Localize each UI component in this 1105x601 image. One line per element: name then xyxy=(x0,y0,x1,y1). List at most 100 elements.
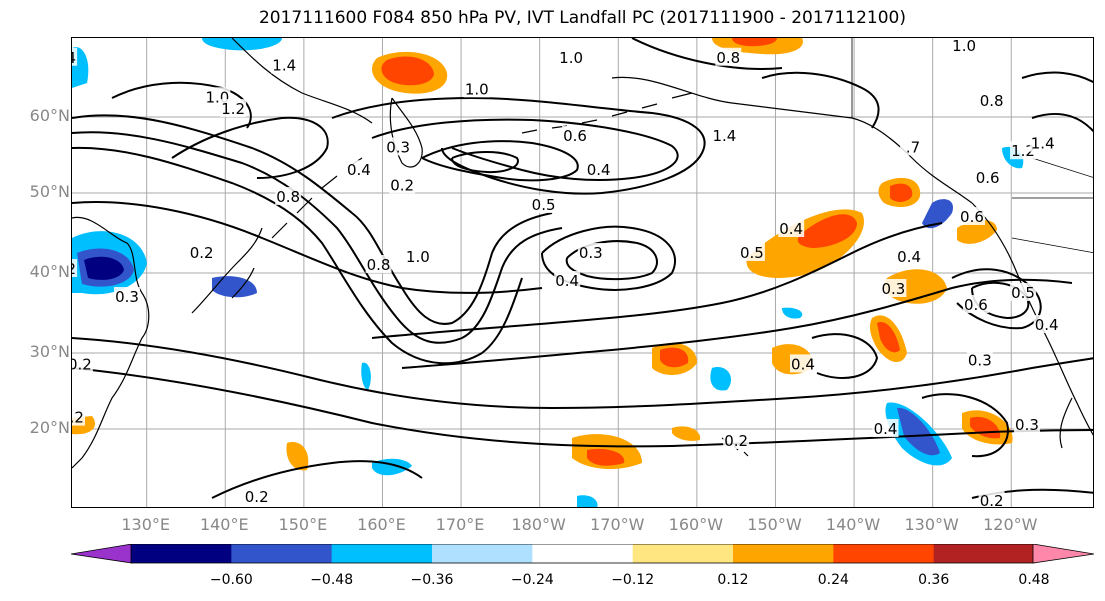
contour-label: 1.4 xyxy=(272,57,296,75)
pv-contour xyxy=(1021,71,1093,84)
contour-label: 0.3 xyxy=(881,280,905,298)
pv-contour xyxy=(72,146,523,365)
contour-label-background xyxy=(463,79,490,98)
japan-coastline xyxy=(191,227,263,314)
contour-label: 0.2 xyxy=(190,244,214,262)
longitude-tick-label: 180°W xyxy=(511,515,566,534)
kuril-islands xyxy=(271,157,363,239)
contour-label-background xyxy=(243,487,270,505)
contour-label-background xyxy=(72,259,78,277)
contour-label-background xyxy=(962,295,989,313)
contour-label-background xyxy=(738,243,765,261)
contour-label-background xyxy=(72,47,78,66)
contour-label-background xyxy=(585,160,612,179)
contour-label: 1.0 xyxy=(465,80,489,98)
contour-label-background xyxy=(1010,141,1037,160)
contour-label-background xyxy=(1033,315,1060,333)
contour-label: 0.2 xyxy=(980,492,1004,508)
latitude-tick-label: 30°N xyxy=(29,342,70,361)
positive-anomaly-blob xyxy=(587,448,625,466)
colorbar-max-extension xyxy=(1032,543,1095,564)
contour-label-background xyxy=(558,47,585,66)
contour-label-background xyxy=(966,350,993,369)
longitude-tick-label: 120°W xyxy=(983,515,1038,534)
colorbar-tick-label: 0.36 xyxy=(918,572,950,588)
colorbar-segment xyxy=(632,544,734,563)
contour-label: 0.2 xyxy=(72,409,84,427)
positive-anomaly-blob xyxy=(732,38,777,47)
negative-anomaly-blob xyxy=(577,495,598,507)
latitude-tick-label: 40°N xyxy=(29,262,70,281)
contour-label: 0.8 xyxy=(276,188,300,206)
colorbar-segment xyxy=(131,544,232,563)
contour-label: 0.4 xyxy=(347,161,371,179)
longitude-tick-label: 130°E xyxy=(121,515,170,534)
colorbar-tick-label: −0.36 xyxy=(410,572,454,588)
contour-label-background xyxy=(404,247,431,265)
colorbar-segment xyxy=(532,544,634,563)
colorbar xyxy=(70,543,1095,568)
contour-label-background xyxy=(711,126,738,144)
colorbar-min-extension xyxy=(70,543,133,564)
contour-label: 0.3 xyxy=(386,138,410,156)
longitude-tick-label: 130°W xyxy=(904,515,959,534)
colorbar-tick-label: −0.12 xyxy=(611,572,655,588)
contour-label-background xyxy=(778,219,805,237)
contour-label: 1.0 xyxy=(952,38,976,55)
longitude-tick-label: 150°E xyxy=(278,515,328,534)
pv-contour xyxy=(451,151,519,174)
negative-anomaly-blob xyxy=(922,199,953,229)
contour-label-background xyxy=(385,137,412,156)
contour-label: 0.4 xyxy=(791,355,815,373)
contour-label-background xyxy=(723,431,750,449)
longitude-tick-label: 170°E xyxy=(435,515,485,534)
longitude-tick-label: 150°W xyxy=(747,515,802,534)
contour-label-background xyxy=(389,175,416,194)
pv-contour xyxy=(331,96,706,195)
contour-label: 0.2 xyxy=(390,176,414,194)
positive-anomaly-blob xyxy=(890,183,913,202)
contour-label-background xyxy=(220,99,247,118)
colorbar-tick-label: −0.24 xyxy=(510,572,554,588)
pv-contour xyxy=(371,118,679,182)
colorbar-tick-label: 0.24 xyxy=(817,572,849,588)
siberia-coastline xyxy=(231,38,373,124)
contour-label-background xyxy=(72,407,85,426)
contour-label: 1.4 xyxy=(1031,135,1055,153)
pv-contour xyxy=(111,81,252,129)
contour-label-background xyxy=(978,91,1005,110)
colorbar-segment xyxy=(231,544,333,563)
coastlines xyxy=(72,38,1093,469)
latitude-tick-label: 50°N xyxy=(29,182,70,201)
negative-anomaly-blob xyxy=(782,307,803,319)
positive-anomaly-blob xyxy=(877,322,900,353)
contour-label: 0.4 xyxy=(897,248,921,266)
contour-label: 0.6 xyxy=(964,296,988,314)
colorbar-tick-label: 0.48 xyxy=(1018,572,1050,588)
positive-anomaly-blob xyxy=(797,214,857,248)
contour-label: 1.4 xyxy=(712,127,736,145)
colorbar-tick-label: −0.60 xyxy=(209,572,253,588)
negative-anomaly-blob xyxy=(212,276,257,298)
contour-label: 1.0 xyxy=(406,248,430,266)
colorbar-segment xyxy=(331,544,433,563)
asia-coastline xyxy=(72,216,150,469)
contour-label: 0.4 xyxy=(779,220,803,238)
contour-label: 0.8 xyxy=(716,49,740,67)
contour-label-background xyxy=(1013,415,1040,434)
pv-contour xyxy=(421,140,579,182)
contour-label: 0.2 xyxy=(724,432,748,450)
longitude-tick-label: 140°W xyxy=(825,515,881,534)
contour-label-background xyxy=(880,279,907,297)
contour-label: .7 xyxy=(906,138,920,156)
contour-label-background xyxy=(562,126,589,144)
contour-label-background xyxy=(715,47,742,66)
contour-label: 0.3 xyxy=(968,352,992,370)
longitude-tick-label: 160°W xyxy=(668,515,724,534)
positive-anomaly-blob xyxy=(660,347,689,368)
contour-label-background xyxy=(271,55,298,74)
pv-contour xyxy=(761,71,880,129)
contour-label-background xyxy=(958,207,985,225)
positive-anomaly-blob xyxy=(286,442,309,471)
contour-label-background xyxy=(896,247,923,265)
